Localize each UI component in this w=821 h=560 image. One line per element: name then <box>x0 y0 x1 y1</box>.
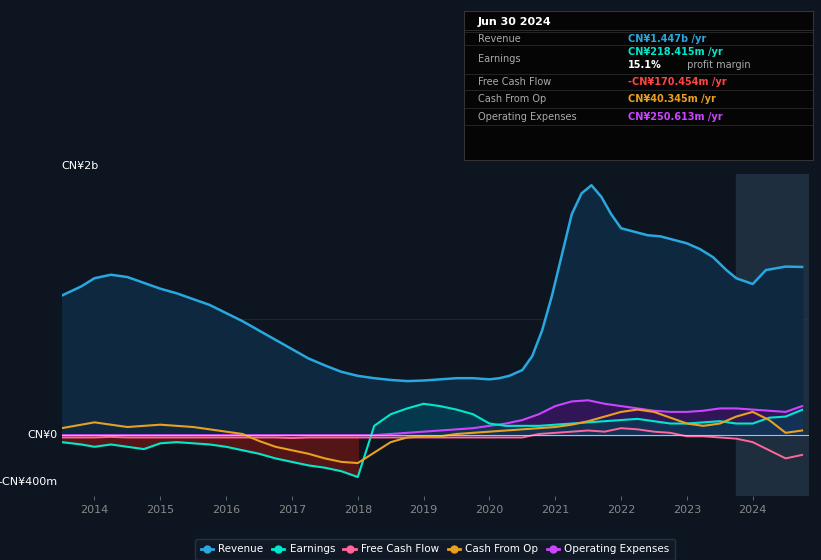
Text: CN¥1.447b /yr: CN¥1.447b /yr <box>628 34 706 44</box>
Text: CN¥250.613m /yr: CN¥250.613m /yr <box>628 111 722 122</box>
Text: Free Cash Flow: Free Cash Flow <box>478 77 551 87</box>
Text: CN¥218.415m /yr: CN¥218.415m /yr <box>628 47 722 57</box>
Text: CN¥2b: CN¥2b <box>62 161 99 171</box>
Text: profit margin: profit margin <box>684 60 750 71</box>
Text: CN¥40.345m /yr: CN¥40.345m /yr <box>628 94 716 104</box>
Text: Revenue: Revenue <box>478 34 521 44</box>
Text: Jun 30 2024: Jun 30 2024 <box>478 17 552 27</box>
Text: 15.1%: 15.1% <box>628 60 662 71</box>
Text: -CN¥170.454m /yr: -CN¥170.454m /yr <box>628 77 727 87</box>
Bar <box>736 174 809 496</box>
Text: Cash From Op: Cash From Op <box>478 94 546 104</box>
Text: -CN¥400m: -CN¥400m <box>0 477 57 487</box>
Text: Operating Expenses: Operating Expenses <box>478 111 576 122</box>
Text: CN¥0: CN¥0 <box>28 430 57 440</box>
Text: Earnings: Earnings <box>478 54 521 64</box>
Legend: Revenue, Earnings, Free Cash Flow, Cash From Op, Operating Expenses: Revenue, Earnings, Free Cash Flow, Cash … <box>195 539 675 559</box>
